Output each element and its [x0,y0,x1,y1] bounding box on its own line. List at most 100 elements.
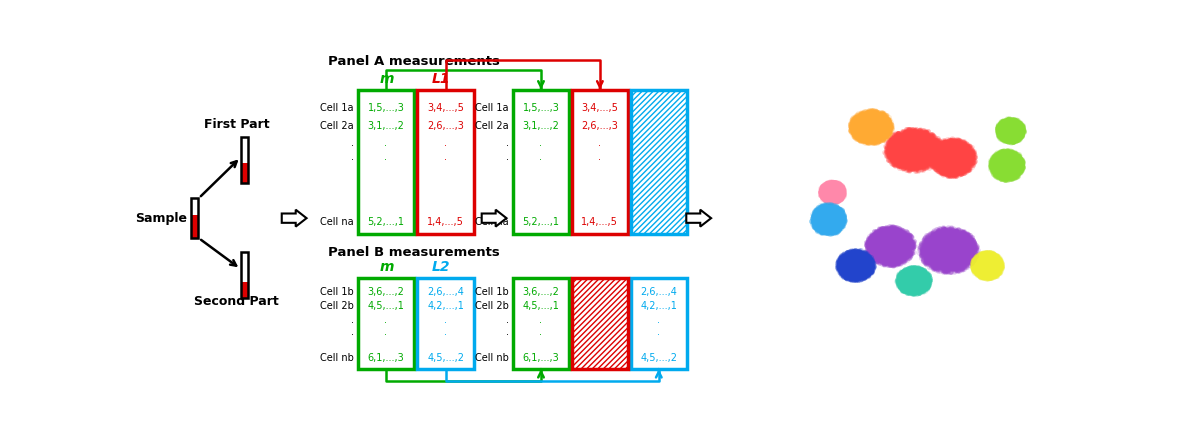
Point [878,148,898,155]
Point [984,254,1003,260]
Point [1009,127,1028,134]
Point [816,194,835,201]
Point [847,248,866,255]
Point [828,186,847,193]
Point [846,119,865,126]
Point [992,172,1012,179]
Point [876,255,895,262]
Point [989,129,1008,136]
Point [805,210,824,217]
Point [964,260,983,267]
Point [840,121,859,127]
Point [845,123,864,130]
Point [820,183,839,190]
Point [827,182,846,189]
Point [894,135,913,142]
Point [964,239,983,246]
Point [946,157,965,164]
Point [936,154,955,161]
Point [821,193,840,200]
Point [935,256,954,263]
Point [941,155,960,162]
Point [886,259,905,266]
Point [970,259,989,266]
Point [1013,163,1032,170]
Point [834,261,853,268]
Point [974,273,994,280]
Point [824,186,844,193]
Point [984,159,1003,166]
Point [869,249,888,256]
Point [943,265,962,272]
Point [892,134,911,141]
Point [967,269,986,276]
Point [901,279,920,286]
Point [830,255,850,262]
Point [991,153,1010,160]
Point [827,194,846,201]
Point [839,259,858,266]
Point [884,245,904,252]
Point [996,172,1015,178]
Point [860,137,880,143]
Point [928,228,947,235]
Point [942,228,961,235]
Point [925,159,944,166]
Point [904,149,923,156]
Point [958,231,977,238]
Point [977,256,996,263]
Point [823,185,842,192]
Point [829,186,848,193]
Point [826,215,845,222]
Point [900,274,919,281]
Point [950,150,970,157]
Point [995,121,1014,127]
Point [823,224,842,231]
Point [862,126,881,133]
Point [892,283,911,290]
Point [859,264,878,271]
Point [973,251,992,258]
Point [856,118,875,125]
Point [937,166,956,173]
Point [821,211,840,218]
Point [863,132,882,139]
Point [818,215,838,222]
Point [822,186,841,193]
Point [864,127,883,133]
Point [930,266,949,273]
Point [980,254,1000,261]
Point [823,187,842,194]
Point [982,266,1001,273]
Point [956,153,976,160]
Point [992,150,1012,157]
Point [856,123,875,130]
Point [889,274,908,281]
Point [1010,165,1030,172]
Point [907,144,926,151]
Point [1007,173,1026,180]
Point [986,255,1006,262]
Point [946,264,965,271]
Point [822,215,841,222]
Point [828,225,847,232]
Point [928,160,947,167]
Point [890,162,910,169]
Point [912,129,931,136]
Point [953,162,972,169]
Point [871,121,890,127]
Point [948,138,967,145]
Point [856,252,875,259]
Point [954,164,973,171]
Point [852,257,871,264]
Point [896,146,916,153]
Point [1003,135,1022,142]
Point [914,281,934,288]
Point [976,264,995,271]
Point [910,137,929,144]
Point [1009,161,1028,168]
Point [988,159,1007,166]
Point [911,266,930,273]
Point [894,231,913,238]
Point [1007,124,1026,131]
